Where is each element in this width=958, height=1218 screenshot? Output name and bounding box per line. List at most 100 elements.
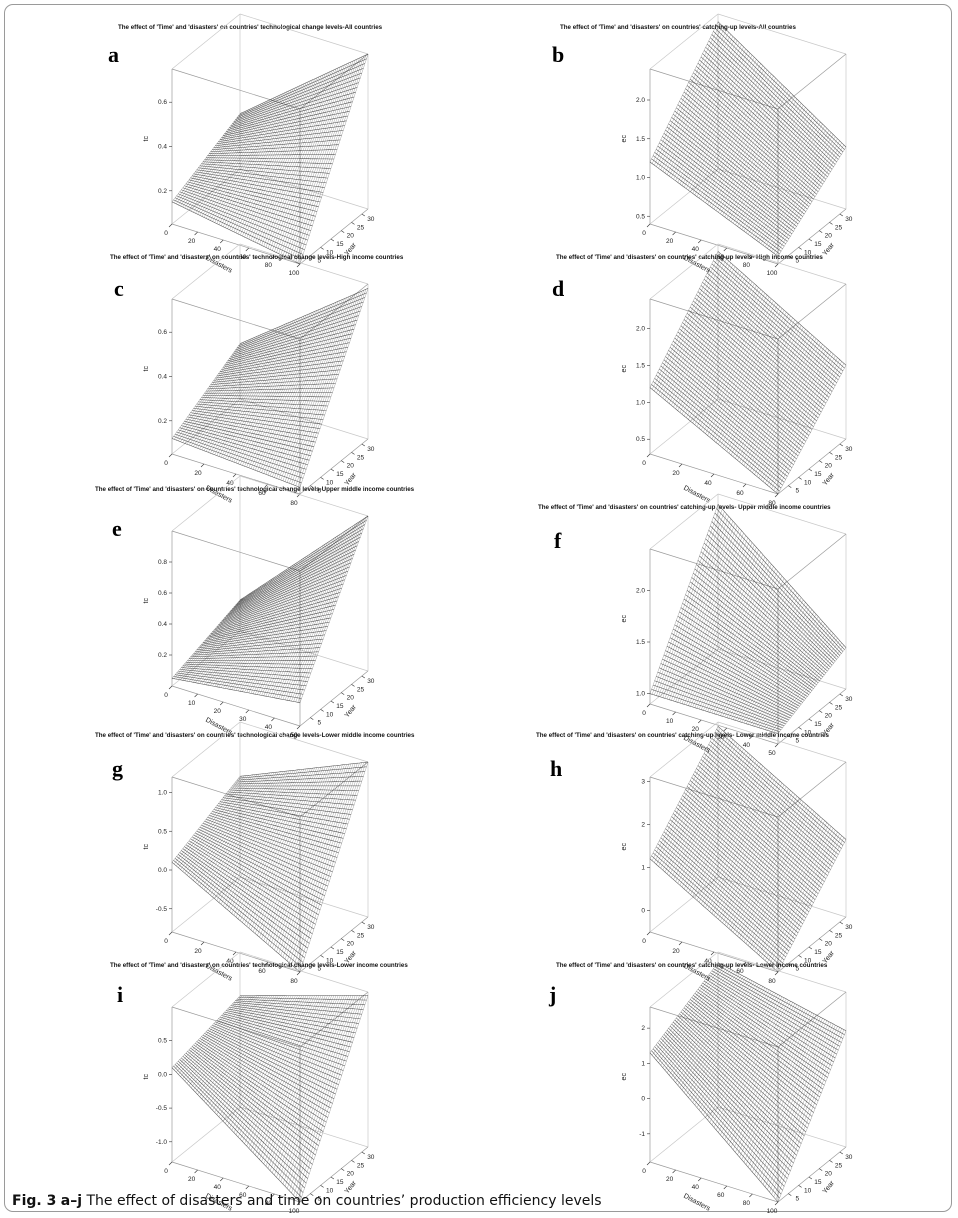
- mesh-line-year: [171, 438, 301, 488]
- y-tick-label: 25: [357, 686, 365, 693]
- mesh-line-disasters: [745, 115, 815, 233]
- x-tick-mark: [168, 931, 173, 936]
- y-tick-mark: [330, 1176, 335, 1180]
- z-tick-label: -0.5: [156, 1105, 168, 1112]
- x-tick-label: 80: [290, 978, 298, 985]
- mesh-line-disasters: [709, 304, 778, 438]
- mesh-line-disasters: [182, 592, 251, 681]
- panel-title: The effect of 'Time' and 'disasters' on …: [95, 486, 415, 493]
- mesh-line-disasters: [662, 262, 731, 399]
- mesh-line-disasters: [718, 88, 787, 213]
- mesh-line-disasters: [173, 112, 243, 204]
- mesh-line-disasters: [720, 313, 789, 447]
- mesh-line-disasters: [280, 528, 349, 700]
- mesh-line-disasters: [775, 1029, 845, 1200]
- mesh-line-disasters: [225, 770, 294, 909]
- mesh-line-disasters: [295, 55, 364, 262]
- y-tick-mark: [808, 238, 813, 242]
- mesh-line-disasters: [235, 557, 305, 691]
- x-tick-label: 20: [672, 470, 680, 477]
- mesh-line-disasters: [703, 773, 772, 907]
- x-tick-mark: [678, 463, 683, 468]
- panel-title: The effect of 'Time' and 'disasters' on …: [556, 254, 823, 261]
- box-edge: [649, 243, 719, 300]
- y-tick-label: 25: [357, 224, 365, 231]
- mesh-line-disasters: [274, 764, 343, 951]
- x-tick-label: 40: [704, 480, 712, 487]
- mesh-line-disasters: [686, 283, 755, 418]
- mesh-line-disasters: [208, 772, 277, 894]
- box-edge: [171, 243, 241, 300]
- z-axis-label: tc: [143, 844, 150, 850]
- y-tick-mark: [829, 1160, 833, 1163]
- mesh-line-disasters: [265, 538, 335, 697]
- mesh-line-disasters: [730, 797, 800, 931]
- mesh-line-disasters: [250, 767, 320, 930]
- mesh-line-disasters: [231, 317, 300, 462]
- mesh-line-disasters: [760, 824, 830, 957]
- mesh-line-disasters: [191, 104, 260, 212]
- mesh-line-disasters: [765, 134, 834, 247]
- mesh-line-disasters: [284, 294, 354, 482]
- mesh-line-disasters: [214, 995, 283, 1113]
- mesh-line-disasters: [191, 587, 260, 683]
- mesh-line-disasters: [675, 274, 744, 409]
- x-tick-label: 100: [289, 1208, 300, 1215]
- mesh-line-disasters: [773, 642, 842, 733]
- mesh-line-disasters: [299, 53, 369, 265]
- mesh-line-disasters: [720, 583, 789, 716]
- y-tick-mark: [330, 700, 335, 704]
- mesh-line-disasters: [171, 113, 241, 203]
- x-tick-label: 20: [194, 470, 202, 477]
- mesh-line-disasters: [229, 86, 298, 230]
- y-tick-label: 15: [336, 949, 344, 956]
- mesh-line-disasters: [248, 995, 317, 1149]
- mesh-line-disasters: [658, 966, 727, 1063]
- mesh-line-disasters: [703, 73, 772, 202]
- x-tick-mark: [742, 483, 747, 488]
- mesh-line-disasters: [688, 547, 757, 706]
- x-tick-mark: [296, 971, 301, 976]
- x-tick-mark: [646, 223, 651, 228]
- surface-mesh: [171, 515, 369, 704]
- x-tick-mark: [774, 743, 779, 748]
- mesh-line-disasters: [197, 583, 266, 684]
- mesh-line-disasters: [261, 766, 330, 940]
- mesh-line-disasters: [252, 546, 322, 694]
- surface-mesh: [171, 761, 369, 973]
- box-edge: [717, 13, 847, 55]
- y-tick-mark: [330, 468, 335, 472]
- mesh-line-disasters: [745, 336, 815, 468]
- box-edge: [717, 1106, 847, 1148]
- mesh-line-disasters: [233, 559, 303, 691]
- z-tick-label: 0.4: [158, 374, 167, 381]
- mesh-line-disasters: [231, 995, 300, 1131]
- mesh-line-disasters: [675, 976, 744, 1083]
- mesh-line-disasters: [193, 103, 262, 213]
- mesh-line-disasters: [272, 300, 341, 477]
- mesh-line-disasters: [282, 763, 352, 958]
- mesh-line-disasters: [210, 574, 279, 686]
- mesh-line-disasters: [184, 774, 253, 874]
- x-tick-label: 20: [672, 948, 680, 955]
- mesh-line-disasters: [658, 258, 727, 395]
- y-tick-mark: [829, 930, 833, 933]
- mesh-line-disasters: [171, 599, 241, 679]
- y-tick-label: 20: [825, 463, 833, 470]
- x-tick-mark: [723, 247, 728, 252]
- x-tick-label: 40: [692, 1184, 700, 1191]
- mesh-line-disasters: [255, 995, 324, 1156]
- mesh-line-disasters: [735, 105, 804, 225]
- surface-mesh: [649, 726, 847, 973]
- box-edge: [649, 703, 779, 745]
- mesh-line-disasters: [656, 257, 725, 393]
- mesh-line-disasters: [660, 260, 729, 397]
- x-tick-mark: [245, 1185, 250, 1190]
- mesh-line-disasters: [688, 59, 757, 191]
- y-tick-label: 30: [367, 446, 375, 453]
- mesh-line-disasters: [656, 965, 725, 1061]
- y-tick-label: 15: [814, 1179, 822, 1186]
- mesh-line-disasters: [737, 107, 806, 227]
- x-tick-mark: [245, 247, 250, 252]
- mesh-line-disasters: [216, 570, 285, 687]
